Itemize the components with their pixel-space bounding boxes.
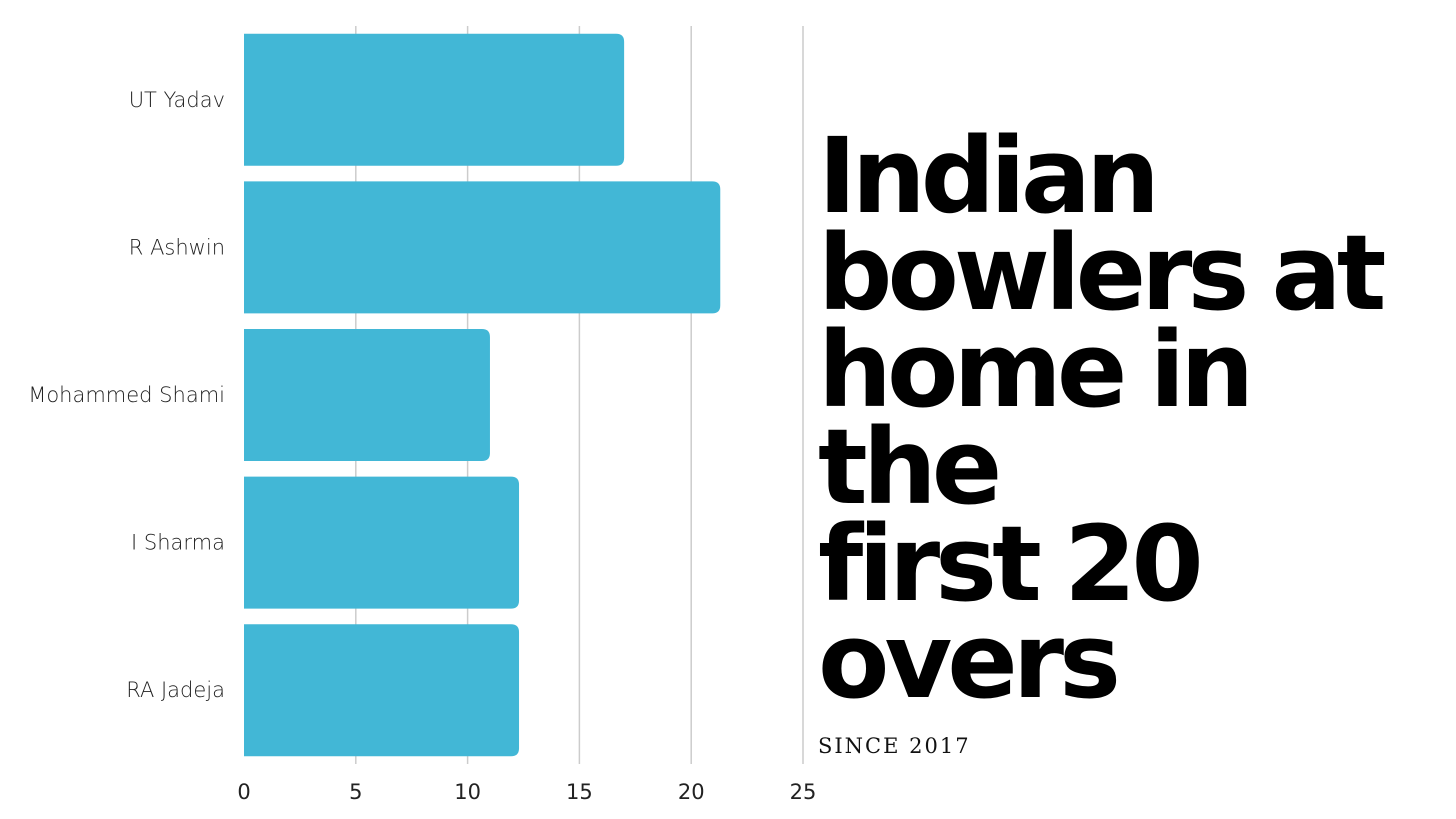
- x-tick-label: 0: [237, 780, 250, 804]
- chart-title: Indian bowlers at home in the first 20 overs: [818, 115, 1438, 722]
- title-line: first 20: [818, 503, 1204, 625]
- title-line: bowlers at: [818, 212, 1386, 334]
- bar: [244, 329, 490, 461]
- category-label: RA Jadeja: [126, 678, 225, 702]
- x-tick-label: 25: [790, 780, 817, 804]
- category-label: Mohammed Shami: [28, 383, 225, 407]
- bar: [244, 33, 625, 166]
- x-tick-label: 15: [566, 780, 593, 804]
- bar: [244, 624, 520, 757]
- x-tick-label: 20: [678, 780, 705, 804]
- x-tick-label: 5: [349, 780, 362, 804]
- x-tick-label: 10: [454, 780, 481, 804]
- bar: [244, 181, 721, 314]
- category-labels: UT Yadav R Ashwin Mohammed Shami I Sharma RA…: [28, 88, 225, 702]
- category-label: UT Yadav: [129, 88, 225, 112]
- category-label: R Ashwin: [129, 235, 225, 259]
- title-line: overs: [818, 600, 1121, 722]
- title-line: Indian: [818, 115, 1160, 237]
- category-label: I Sharma: [131, 531, 225, 555]
- title-line: home in the: [818, 309, 1254, 528]
- x-axis-ticks: 0 5 10 15 20 25: [237, 780, 816, 804]
- title-block: Indian bowlers at home in the first 20 overs…: [818, 115, 1438, 758]
- chart-subtitle: SINCE 2017: [818, 734, 971, 758]
- bar: [244, 476, 520, 609]
- bars: [244, 33, 721, 757]
